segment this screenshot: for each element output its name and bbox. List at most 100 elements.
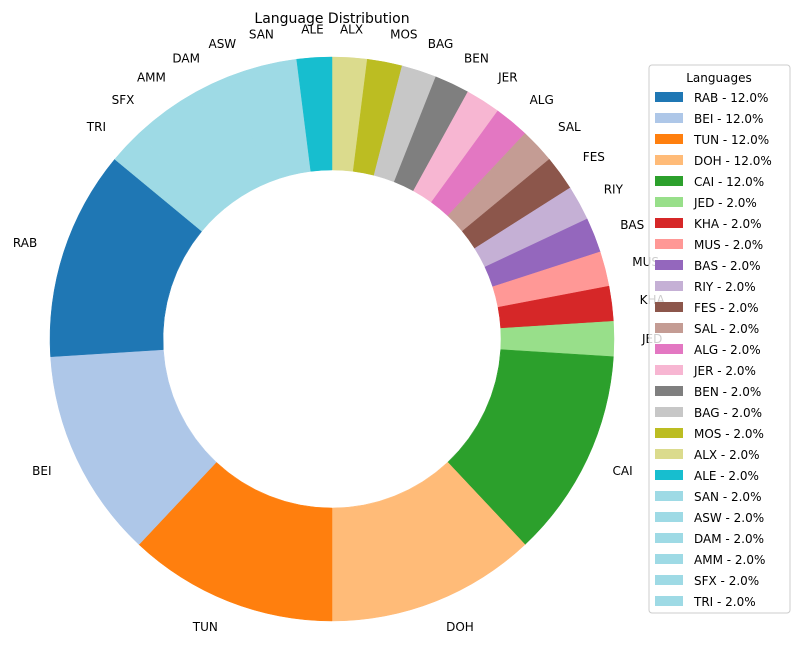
legend-label: ALE - 2.0% [694,469,759,483]
legend-item: CAI - 12.0% [655,175,764,189]
legend-label: SAN - 2.0% [694,490,761,504]
slice-label-san: SAN [249,28,274,42]
legend-item: BEN - 2.0% [655,385,761,399]
slice-label-alg: ALG [530,93,554,107]
slice-label-bag: BAG [428,37,454,51]
legend-label: DOH - 12.0% [694,154,772,168]
legend-swatch [655,176,683,186]
legend-item: MUS - 2.0% [655,238,763,252]
legend-label: TRI - 2.0% [693,595,756,609]
legend-swatch [655,491,683,501]
legend-swatch [655,344,683,354]
legend-items: RAB - 12.0% BEI - 12.0% TUN - 12.0% DOH - 1… [655,91,772,609]
legend-label: BEI - 12.0% [694,112,763,126]
legend-item: ALX - 2.0% [655,448,760,462]
slice-label-sfx: SFX [112,93,135,107]
legend-swatch [655,134,683,144]
legend-title: Languages [686,71,751,85]
legend-item: TUN - 12.0% [655,133,769,147]
legend-swatch [655,407,683,417]
legend-swatch [655,554,683,564]
legend-item: ASW - 2.0% [655,511,764,525]
legend-swatch [655,386,683,396]
legend-item: BEI - 12.0% [655,112,763,126]
legend-swatch [655,155,683,165]
legend-label: RIY - 2.0% [694,280,756,294]
legend-label: ASW - 2.0% [694,511,764,525]
legend-item: BAS - 2.0% [655,259,761,273]
legend-item: MOS - 2.0% [655,427,764,441]
slice-label-asw: ASW [208,37,236,51]
legend-swatch [655,470,683,480]
legend-label: ALG - 2.0% [694,343,761,357]
legend-label: ALX - 2.0% [694,448,760,462]
legend-swatch [655,512,683,522]
legend-swatch [655,281,683,291]
chart-title: Language Distribution [254,11,409,27]
legend-label: MUS - 2.0% [694,238,763,252]
legend-label: BEN - 2.0% [694,385,761,399]
legend-item: ALE - 2.0% [655,469,759,483]
legend-item: JED - 2.0% [655,196,757,210]
legend-label: JER - 2.0% [693,364,756,378]
slice-label-bas: BAS [620,218,644,232]
slice-label-alx: ALX [340,23,363,37]
legend-swatch [655,302,683,312]
slice-label-cai: CAI [613,464,633,478]
legend-item: TRI - 2.0% [655,595,756,609]
legend-label: AMM - 2.0% [694,553,765,567]
legend-label: MOS - 2.0% [694,427,764,441]
slice-label-rab: RAB [13,236,37,250]
legend-label: JED - 2.0% [693,196,757,210]
legend-swatch [655,323,683,333]
legend-swatch [655,428,683,438]
legend-item: SAL - 2.0% [655,322,759,336]
slice-label-bei: BEI [32,464,51,478]
slice-label-tun: TUN [192,620,218,634]
legend-swatch [655,449,683,459]
legend-item: DOH - 12.0% [655,154,772,168]
legend-swatch [655,197,683,207]
slices-group [49,56,615,622]
slice-label-mos: MOS [390,28,417,42]
legend-item: AMM - 2.0% [655,553,765,567]
legend-swatch [655,596,683,606]
slice-label-fes: FES [583,150,605,164]
legend-item: JER - 2.0% [655,364,756,378]
slice-label-dam: DAM [172,52,200,66]
legend-label: SFX - 2.0% [694,574,759,588]
legend-label: TUN - 12.0% [693,133,769,147]
legend-label: KHA - 2.0% [694,217,762,231]
legend-swatch [655,239,683,249]
slice-ale [296,56,333,172]
legend-swatch [655,365,683,375]
legend-item: FES - 2.0% [655,301,759,315]
legend-label: CAI - 12.0% [694,175,764,189]
legend-label: DAM - 2.0% [694,532,764,546]
slice-label-doh: DOH [446,620,474,634]
slice-label-jer: JER [497,70,517,84]
legend-label: BAG - 2.0% [694,406,762,420]
slice-label-tri: TRI [86,120,106,134]
legend-swatch [655,92,683,102]
legend-frame [648,64,791,614]
slice-label-sal: SAL [558,120,581,134]
legend-item: RAB - 12.0% [655,91,768,105]
legend-label: SAL - 2.0% [694,322,759,336]
legend-swatch [655,260,683,270]
legend-label: FES - 2.0% [694,301,759,315]
slice-label-riy: RIY [604,183,624,197]
legend-item: DAM - 2.0% [655,532,764,546]
slice-label-ale: ALE [301,23,323,37]
legend-item: KHA - 2.0% [655,217,762,231]
slice-label-ben: BEN [464,52,489,66]
legend-item: SAN - 2.0% [655,490,761,504]
legend-swatch [655,113,683,123]
legend-swatch [655,533,683,543]
legend-item: RIY - 2.0% [655,280,756,294]
slice-label-amm: AMM [137,70,166,84]
legend-item: ALG - 2.0% [655,343,761,357]
legend-label: RAB - 12.0% [694,91,768,105]
legend-swatch [655,218,683,228]
